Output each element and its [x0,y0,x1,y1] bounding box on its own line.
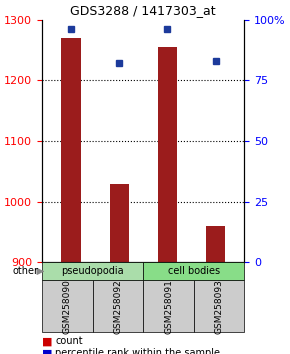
Text: pseudopodia: pseudopodia [61,267,124,276]
Bar [110,183,129,262]
Text: percentile rank within the sample: percentile rank within the sample [55,348,220,354]
Text: count: count [55,336,83,347]
Bar [61,38,81,262]
Text: ■: ■ [42,336,52,347]
Text: cell bodies: cell bodies [168,267,220,276]
Text: GSM258090: GSM258090 [63,279,72,334]
Text: GSM258093: GSM258093 [215,279,224,334]
Text: ■: ■ [42,348,52,354]
Bar [158,47,177,262]
Text: GSM258092: GSM258092 [113,279,122,334]
Text: GSM258091: GSM258091 [164,279,173,334]
Text: other: other [12,267,38,276]
Title: GDS3288 / 1417303_at: GDS3288 / 1417303_at [70,4,216,17]
Bar [206,226,225,262]
